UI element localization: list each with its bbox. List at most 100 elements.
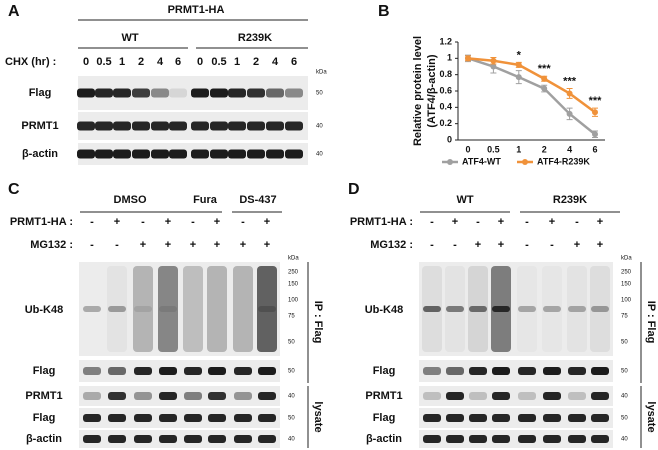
- band: [247, 149, 265, 159]
- band: [234, 392, 252, 400]
- band: [134, 392, 152, 400]
- label: +: [597, 216, 603, 228]
- annotation: *: [517, 49, 522, 61]
- label: -: [115, 239, 119, 251]
- band: [568, 435, 586, 443]
- band: [208, 367, 226, 375]
- band: [258, 367, 276, 375]
- label: β-actin: [366, 433, 402, 445]
- label: -: [191, 216, 195, 228]
- band: [169, 121, 187, 131]
- blot: [79, 386, 280, 406]
- band: [108, 367, 126, 375]
- band: [191, 121, 209, 131]
- blot: [419, 360, 613, 382]
- band: [446, 435, 464, 443]
- band: [83, 306, 101, 312]
- x-tick-label: 1: [516, 144, 521, 154]
- label: -: [90, 239, 94, 251]
- band: [210, 121, 228, 131]
- band: [469, 414, 487, 422]
- label: Fura: [193, 194, 218, 206]
- y-tick-label: 0.4: [439, 102, 452, 112]
- label: 50: [621, 416, 628, 422]
- label: +: [264, 216, 270, 228]
- label: 50: [621, 340, 628, 346]
- label: 75: [621, 314, 628, 320]
- label: 50: [621, 369, 628, 375]
- band: [108, 414, 126, 422]
- point: [515, 61, 522, 68]
- label: +: [264, 239, 270, 251]
- label: CHX (hr) :: [5, 56, 56, 68]
- label: IP : Flag: [312, 301, 324, 344]
- label: Flag: [33, 365, 56, 377]
- band: [266, 149, 284, 159]
- band: [234, 367, 252, 375]
- band: [134, 367, 152, 375]
- label: 40: [621, 394, 628, 400]
- label: R239K: [238, 32, 272, 44]
- band: [591, 392, 609, 400]
- band: [134, 306, 152, 312]
- point: [541, 75, 548, 82]
- band: [423, 367, 441, 375]
- label: 4: [157, 56, 164, 68]
- band: [469, 367, 487, 375]
- label: 100: [288, 298, 299, 304]
- label: β-actin: [26, 433, 62, 445]
- band: [568, 414, 586, 422]
- label: lysate: [312, 401, 324, 432]
- line: [467, 57, 596, 114]
- label: 0.5: [96, 56, 111, 68]
- band: [184, 414, 202, 422]
- point: [515, 74, 522, 81]
- band: [258, 306, 276, 312]
- point: [490, 63, 497, 70]
- band: [95, 121, 113, 131]
- label: -: [525, 216, 529, 228]
- label: -: [550, 239, 554, 251]
- band: [518, 306, 536, 312]
- x-tick-label: 0.5: [487, 144, 500, 154]
- band: [77, 121, 95, 131]
- band: [492, 306, 510, 312]
- label: 1: [234, 56, 240, 68]
- annotation: ***: [563, 75, 577, 87]
- blot: [79, 408, 280, 428]
- band: [208, 392, 226, 400]
- label: DMSO: [114, 194, 147, 206]
- band: [591, 435, 609, 443]
- band: [77, 88, 95, 98]
- band: [228, 121, 246, 131]
- label: +: [214, 239, 220, 251]
- label: 75: [288, 314, 295, 320]
- y-tick-label: 0.6: [439, 85, 452, 95]
- band: [492, 392, 510, 400]
- label: -: [575, 216, 579, 228]
- band: [108, 435, 126, 443]
- label: 6: [175, 56, 181, 68]
- band: [543, 392, 561, 400]
- smear: [133, 266, 153, 352]
- label: 250: [288, 270, 299, 276]
- band: [446, 306, 464, 312]
- band: [446, 367, 464, 375]
- label: kDa: [621, 256, 632, 262]
- label: DS-437: [239, 194, 276, 206]
- blot: [419, 386, 613, 406]
- band: [108, 392, 126, 400]
- band: [446, 392, 464, 400]
- band: [285, 149, 303, 159]
- band: [518, 367, 536, 375]
- point: [490, 57, 497, 64]
- label: +: [549, 216, 555, 228]
- band: [543, 306, 561, 312]
- label: PRMT1: [365, 390, 402, 402]
- band: [134, 435, 152, 443]
- label: +: [165, 239, 171, 251]
- legend-marker: [522, 159, 528, 165]
- band: [591, 414, 609, 422]
- smear: [158, 266, 178, 352]
- blot: [79, 430, 280, 448]
